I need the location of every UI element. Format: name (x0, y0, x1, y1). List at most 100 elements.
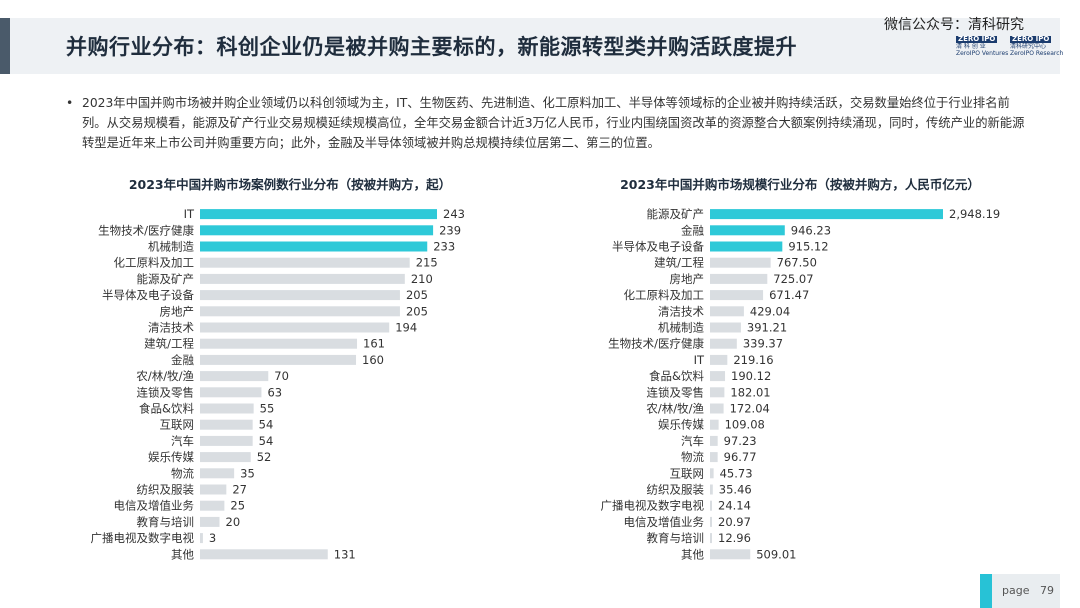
value-label: 767.50 (777, 256, 817, 270)
bar (710, 354, 728, 365)
value-label: 25 (230, 499, 245, 513)
bar (200, 435, 253, 446)
category-label: 化工原料及加工 (624, 288, 705, 302)
bar (200, 225, 434, 236)
bar (200, 354, 357, 365)
value-label: 946.23 (791, 223, 831, 237)
chart-title: 2023年中国并购市场案例数行业分布（按被并购方，起） (129, 177, 451, 192)
value-label: 239 (439, 223, 461, 237)
bar (710, 273, 768, 284)
value-label: 172.04 (730, 402, 770, 416)
bar (200, 516, 220, 527)
bar (200, 549, 328, 560)
value-label: 35 (240, 466, 255, 480)
bar (200, 387, 262, 398)
category-label: 连锁及零售 (647, 385, 705, 399)
value-label: 194 (395, 321, 417, 335)
bullet-icon: • (66, 96, 74, 110)
category-label: 教育与培训 (137, 515, 195, 529)
chart-deal-count: 2023年中国并购市场案例数行业分布（按被并购方，起） IT 243 生物技术/医疗健… (91, 177, 465, 561)
value-label: 161 (363, 337, 385, 351)
bar (710, 549, 751, 560)
logo-chip-2: ZERO IPO (1010, 35, 1052, 43)
value-label: 35.46 (719, 483, 752, 497)
value-label: 509.01 (756, 547, 796, 561)
value-label: 725.07 (773, 272, 813, 286)
category-label: 其他 (681, 547, 704, 561)
chart-deal-value: 2023年中国并购市场规模行业分布（按被并购方，人民币亿元） 能源及矿产 2,948… (601, 177, 1001, 561)
category-label: 房地产 (670, 272, 705, 286)
bar (710, 371, 726, 382)
page-accent (980, 574, 992, 608)
logo-zeroipo-research: ZERO IPO 清科研究中心 ZeroIPO Research (1010, 36, 1063, 62)
bar (200, 484, 227, 495)
category-label: 机械制造 (658, 321, 704, 335)
page-title: 并购行业分布：科创企业仍是被并购主要标的，新能源转型类并购活跃度提升 (66, 35, 797, 59)
category-label: IT (184, 207, 195, 221)
category-label: 连锁及零售 (137, 385, 195, 399)
bar (200, 306, 400, 317)
bar (200, 419, 253, 430)
value-label: 3 (209, 531, 216, 545)
bar (710, 516, 712, 527)
category-label: IT (694, 353, 705, 367)
logo-research-cn: 清科研究中心 (1010, 43, 1047, 50)
page-number-box: page 79 (980, 574, 1060, 608)
category-label: 电信及增值业务 (624, 515, 705, 529)
category-label: 电信及增值业务 (114, 499, 195, 513)
category-label: 金融 (681, 223, 704, 237)
value-label: 97.23 (724, 434, 757, 448)
category-label: 互联网 (670, 466, 705, 480)
value-label: 24.14 (718, 499, 751, 513)
value-label: 55 (260, 402, 275, 416)
category-label: 农/林/牧/渔 (136, 369, 194, 383)
category-label: 房地产 (160, 304, 195, 318)
value-label: 52 (257, 450, 272, 464)
bar (200, 322, 390, 333)
bar (710, 484, 713, 495)
value-label: 20 (226, 515, 241, 529)
logo-chip: ZERO IPO (956, 35, 998, 43)
category-label: 能源及矿产 (647, 207, 705, 221)
category-label: 其他 (171, 547, 194, 561)
value-label: 243 (443, 207, 465, 221)
category-label: 汽车 (681, 434, 704, 448)
value-label: 54 (259, 418, 274, 432)
page-number: page 79 (1002, 584, 1054, 597)
bar (200, 468, 235, 479)
watermark: 微信公众号：清科研究 (884, 17, 1024, 33)
category-label: 清洁技术 (658, 304, 704, 318)
bar (710, 338, 737, 349)
value-label: 27 (232, 483, 247, 497)
value-label: 20.97 (718, 515, 751, 529)
value-label: 182.01 (730, 385, 770, 399)
value-label: 54 (259, 434, 274, 448)
value-label: 915.12 (788, 240, 828, 254)
category-label: 化工原料及加工 (114, 256, 195, 270)
category-label: 娱乐传媒 (658, 418, 704, 432)
value-label: 12.96 (718, 531, 751, 545)
bar (710, 468, 714, 479)
bar (710, 257, 771, 268)
bar (710, 500, 712, 511)
bar (710, 225, 785, 236)
bar (710, 209, 943, 220)
bar (710, 290, 764, 301)
value-label: 2,948.19 (949, 207, 1000, 221)
logo-line2: ZeroIPO Ventures (956, 50, 1009, 57)
page-label: page (1002, 584, 1030, 597)
bar (710, 387, 725, 398)
bar (710, 306, 744, 317)
chart-title: 2023年中国并购市场规模行业分布（按被并购方，人民币亿元） (620, 177, 980, 192)
value-label: 70 (274, 369, 289, 383)
bar (200, 338, 358, 349)
value-label: 339.37 (743, 337, 783, 351)
value-label: 671.47 (769, 288, 809, 302)
category-label: 娱乐传媒 (148, 450, 194, 464)
bar (710, 452, 718, 463)
value-label: 205 (406, 304, 428, 318)
bar (200, 452, 251, 463)
bar (200, 533, 203, 544)
bar (200, 257, 410, 268)
category-label: 物流 (171, 466, 194, 480)
